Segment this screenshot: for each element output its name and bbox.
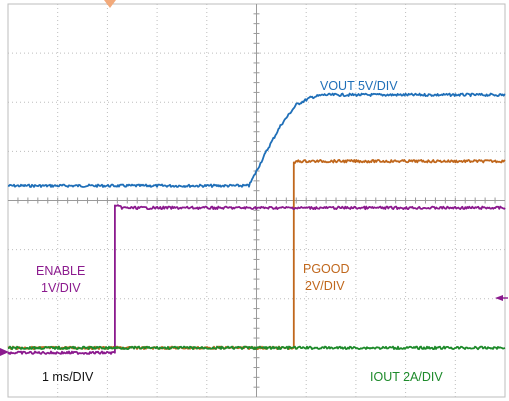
traces xyxy=(7,92,506,355)
pgood-label-name: PGOOD xyxy=(303,262,350,276)
iout-label: IOUT 2A/DIV xyxy=(370,370,443,384)
enable-label-scale: 1V/DIV xyxy=(41,281,81,295)
graticule xyxy=(7,3,506,398)
trace-iout xyxy=(7,345,506,351)
trace-vout xyxy=(7,92,506,188)
trigger-position-marker xyxy=(104,0,116,8)
trace-enable xyxy=(7,204,506,355)
time-scale-label: 1 ms/DIV xyxy=(42,370,94,384)
trigger-level-marker-right xyxy=(495,295,503,301)
vout-label: VOUT 5V/DIV xyxy=(320,79,398,93)
pgood-label-scale: 2V/DIV xyxy=(305,279,345,293)
enable-label-name: ENABLE xyxy=(36,264,85,278)
trace-pgood xyxy=(7,159,506,351)
channel-offset-marker-left xyxy=(0,348,9,356)
